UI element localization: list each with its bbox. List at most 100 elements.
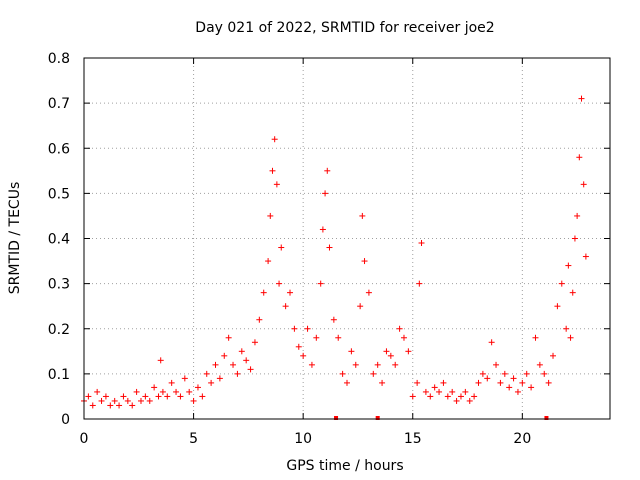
data-point — [267, 212, 274, 219]
data-point — [578, 95, 585, 102]
data-point — [129, 402, 136, 409]
data-point — [357, 303, 364, 310]
data-point — [392, 361, 399, 368]
data-point — [563, 325, 570, 332]
data-point — [418, 240, 425, 247]
data-point — [330, 316, 337, 323]
data-point — [94, 388, 101, 395]
data-point — [234, 370, 241, 377]
data-point — [519, 379, 526, 386]
data-point — [396, 325, 403, 332]
data-point — [571, 235, 578, 242]
baseline-markers — [334, 416, 549, 420]
x-tick-label: 10 — [294, 431, 312, 447]
y-tick-label: 0.1 — [48, 367, 70, 383]
data-point — [541, 370, 548, 377]
data-point — [567, 334, 574, 341]
data-point — [506, 384, 513, 391]
data-point — [137, 397, 144, 404]
data-point — [558, 280, 565, 287]
data-point — [405, 348, 412, 355]
data-point — [269, 167, 276, 174]
chart-title: Day 021 of 2022, SRMTID for receiver joe… — [195, 20, 494, 36]
data-point — [247, 366, 254, 373]
data-point — [497, 379, 504, 386]
data-point — [326, 244, 333, 251]
data-point — [431, 384, 438, 391]
x-tick-label: 5 — [189, 431, 198, 447]
data-point — [278, 244, 285, 251]
data-point — [576, 154, 583, 161]
data-point — [352, 361, 359, 368]
x-tick-label: 15 — [404, 431, 422, 447]
data-point — [493, 361, 500, 368]
data-point — [514, 388, 521, 395]
data-point — [554, 303, 561, 310]
data-point — [545, 379, 552, 386]
x-axis-label: GPS time / hours — [286, 458, 403, 474]
data-point — [319, 226, 326, 233]
data-point — [216, 375, 223, 382]
data-point — [300, 352, 307, 359]
data-point — [462, 388, 469, 395]
data-point — [208, 379, 215, 386]
data-point — [282, 303, 289, 310]
data-point — [194, 384, 201, 391]
data-point — [177, 393, 184, 400]
data-point — [536, 361, 543, 368]
data-point — [532, 334, 539, 341]
data-point — [416, 280, 423, 287]
data-point — [124, 397, 131, 404]
data-point — [317, 280, 324, 287]
data-point — [471, 393, 478, 400]
data-point — [436, 388, 443, 395]
data-point — [287, 289, 294, 296]
data-point — [225, 334, 232, 341]
data-point — [370, 370, 377, 377]
grid-lines — [84, 58, 610, 419]
baseline-marker — [544, 416, 549, 420]
data-point — [510, 375, 517, 382]
data-point — [449, 388, 456, 395]
data-point — [475, 379, 482, 386]
data-point — [203, 370, 210, 377]
data-point — [569, 289, 576, 296]
data-point — [501, 370, 508, 377]
data-point — [582, 253, 589, 260]
data-point — [142, 393, 149, 400]
data-point — [102, 393, 109, 400]
baseline-marker — [375, 416, 380, 420]
data-point — [304, 325, 311, 332]
data-point — [383, 348, 390, 355]
data-point — [85, 393, 92, 400]
data-point — [565, 262, 572, 269]
data-point — [164, 393, 171, 400]
data-point — [359, 212, 366, 219]
data-point — [409, 393, 416, 400]
data-point — [107, 402, 114, 409]
data-point — [243, 357, 250, 364]
data-point — [273, 181, 280, 188]
data-point — [308, 361, 315, 368]
data-point — [361, 258, 368, 265]
x-tick-label: 20 — [513, 431, 531, 447]
data-point — [181, 375, 188, 382]
data-point — [466, 397, 473, 404]
data-point — [295, 343, 302, 350]
data-point — [322, 190, 329, 197]
data-point — [379, 379, 386, 386]
x-tick-label: 0 — [80, 431, 89, 447]
data-point — [457, 393, 464, 400]
y-axis-label: SRMTID / TECUs — [7, 182, 23, 295]
data-point — [479, 370, 486, 377]
data-point — [159, 388, 166, 395]
data-point — [344, 379, 350, 386]
data-point — [199, 393, 206, 400]
data-point — [387, 352, 394, 359]
data-point — [580, 181, 587, 188]
data-point — [400, 334, 407, 341]
data-point — [168, 379, 175, 386]
data-point — [276, 280, 283, 287]
